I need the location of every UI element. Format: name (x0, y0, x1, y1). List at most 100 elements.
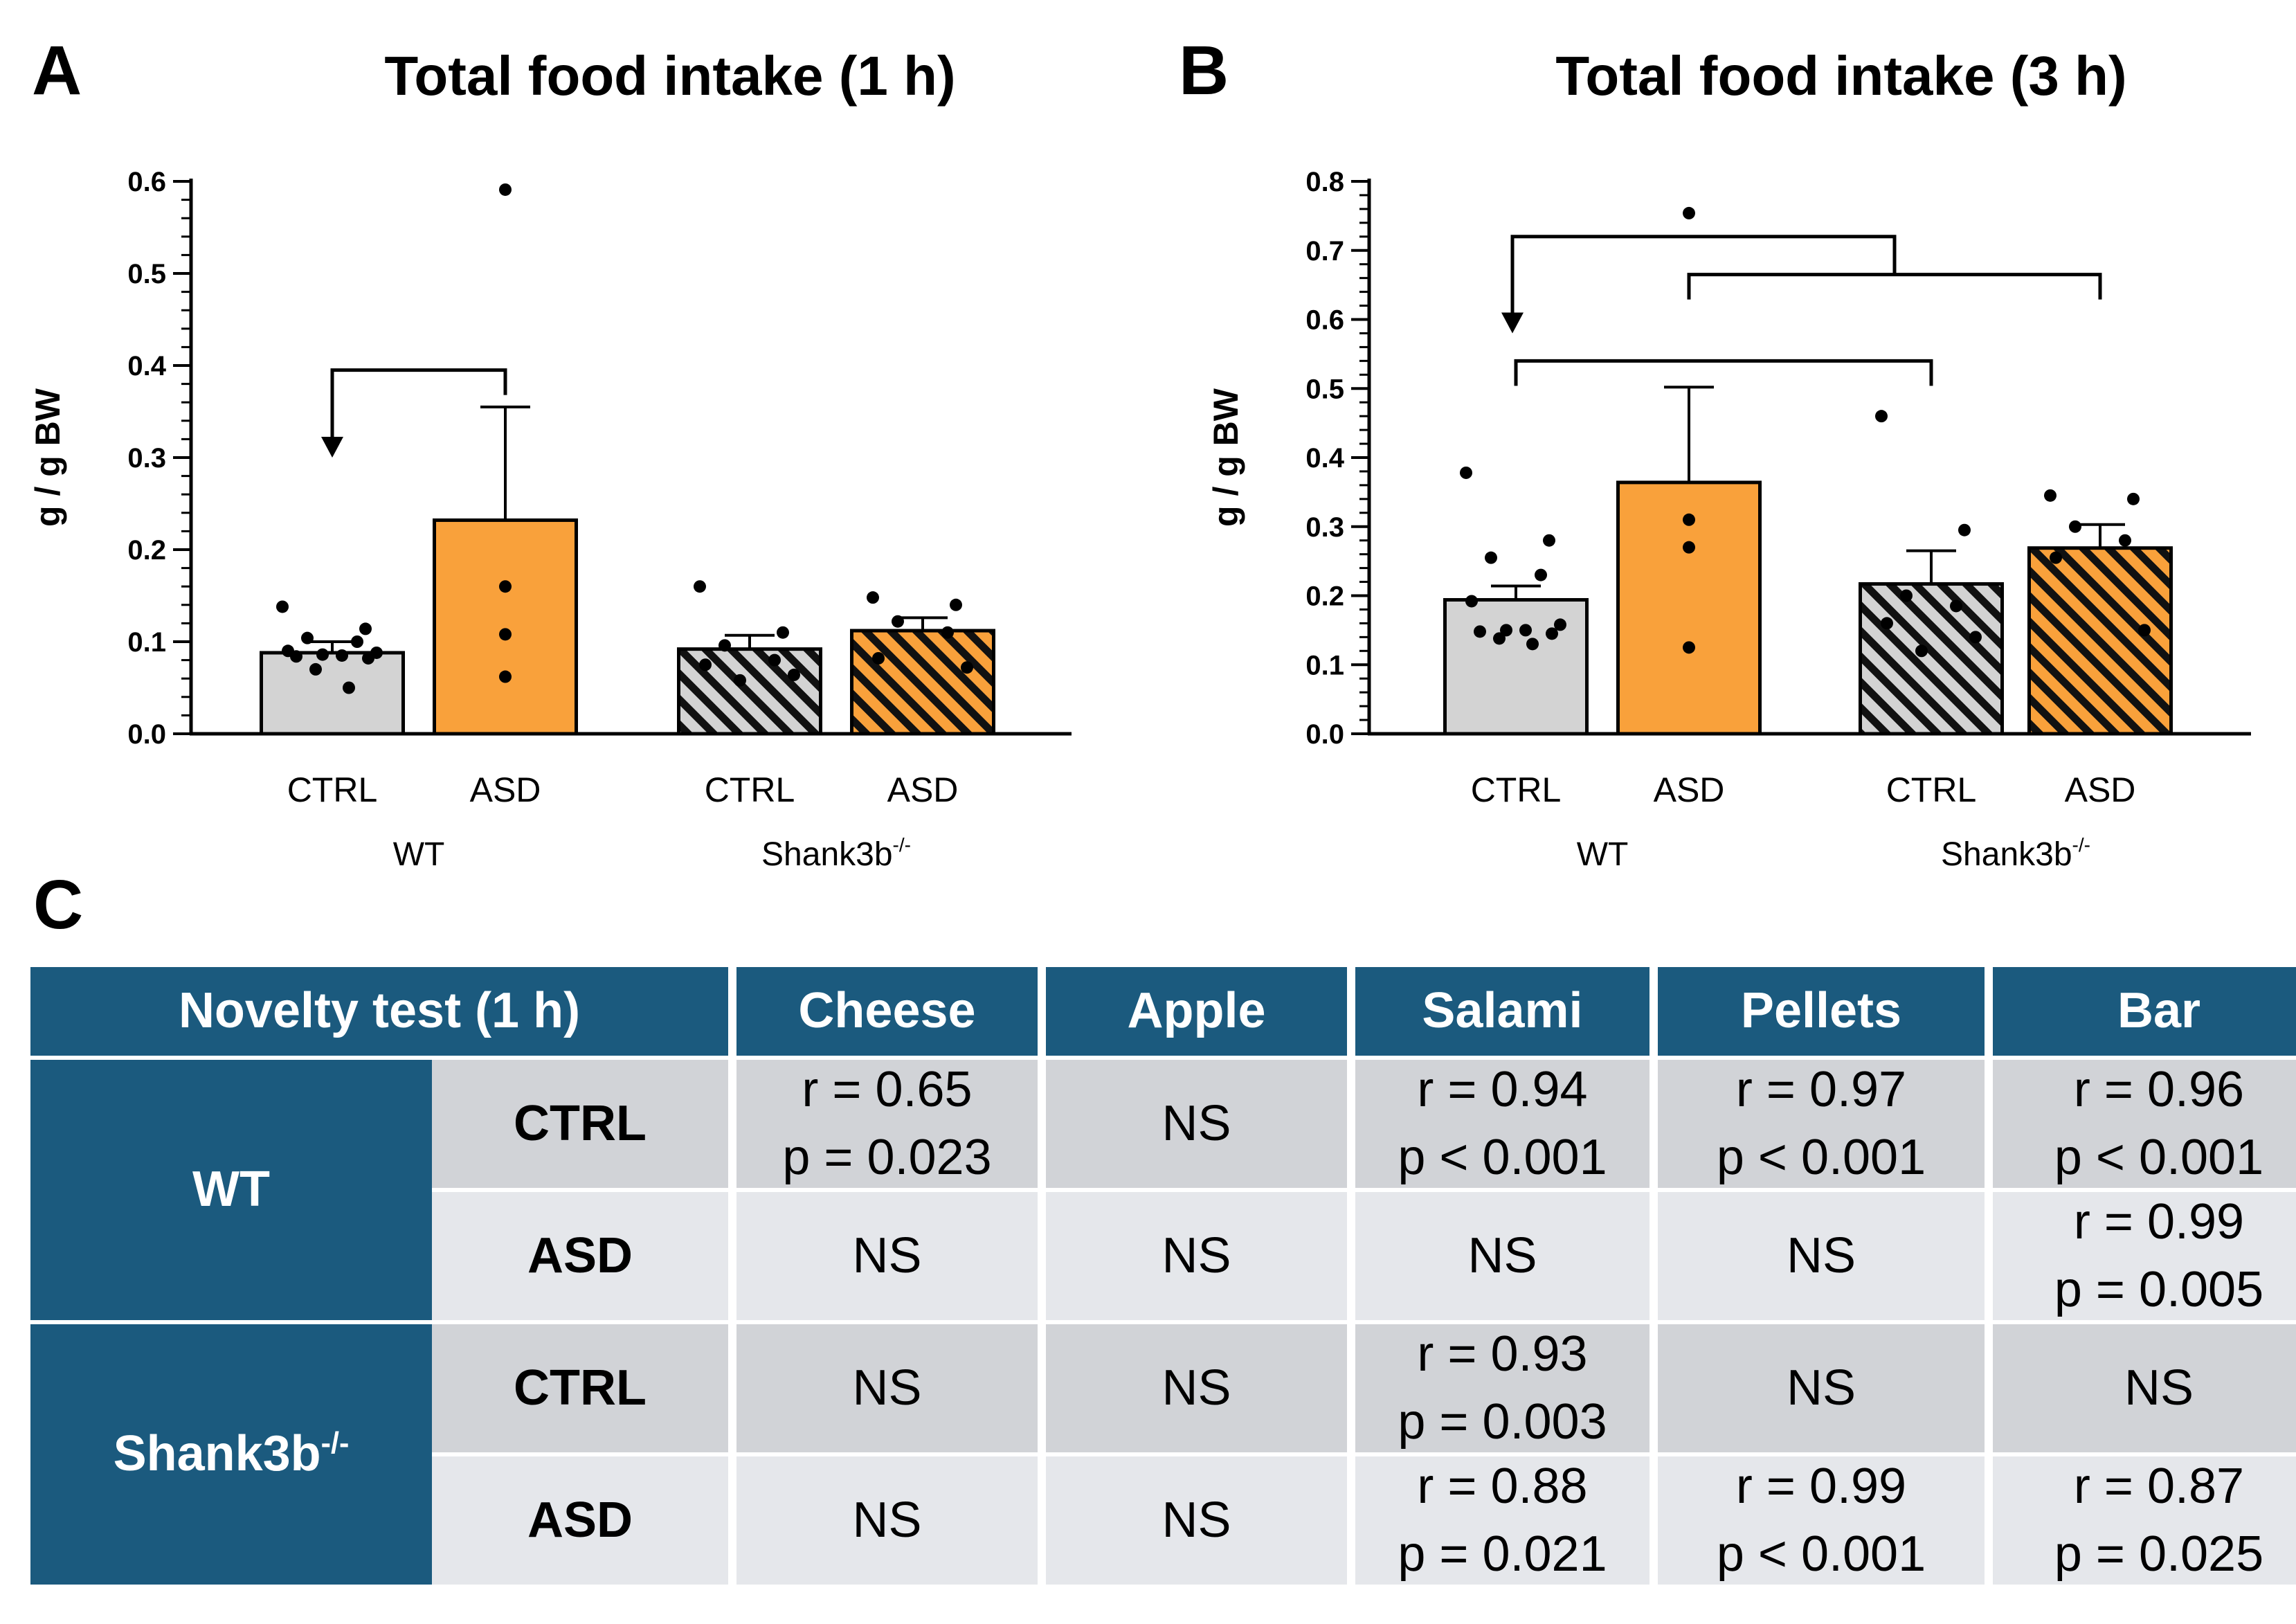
chart0-data-point (699, 658, 712, 671)
chart0-data-point (309, 662, 322, 676)
table-group-wt-text: WT (192, 1162, 270, 1218)
table-group-shank3b: Shank3b-/- (30, 1324, 432, 1585)
chart0-category-label: ASD (470, 770, 541, 809)
chart1-data-point (1493, 632, 1506, 645)
chart0-ytick-label: 0.4 (127, 351, 166, 381)
table-cell-line: NS (852, 1492, 922, 1548)
table-cell-line: r = 0.99 (2073, 1194, 2245, 1250)
chart1-group-label: Shank3b-/- (1941, 834, 2090, 873)
chart0-ytick-label: 0.3 (127, 443, 166, 473)
table-cell-r0-c0: r = 0.65 p = 0.023 (736, 1060, 1038, 1188)
table-cell-line: NS (1161, 1095, 1231, 1151)
chart0-ytick-label: 0.5 (127, 259, 166, 289)
chart0-data-point (362, 651, 374, 665)
table-cell-line: p = 0.021 (1398, 1526, 1607, 1582)
chart0-data-point (336, 649, 348, 662)
chart1-category-label: ASD (2065, 770, 2136, 809)
chart0-data-point (777, 626, 789, 639)
table-group-shank3b-sup: -/- (320, 1427, 350, 1461)
chart0-group-label: WT (393, 836, 445, 873)
chart1-data-point (2127, 492, 2140, 505)
chart0-group-label-text: WT (393, 836, 445, 873)
chart1-ytick-label: 0.7 (1305, 236, 1344, 267)
table-row-0-sublabel: CTRL (432, 1060, 728, 1188)
table-cell-r1-c4: r = 0.99 p = 0.005 (1993, 1192, 2296, 1320)
table-cell-r1-c2: NS (1355, 1192, 1649, 1320)
chart0-data-point (768, 653, 781, 667)
table-cell-r0-c2: r = 0.94 p < 0.001 (1355, 1060, 1649, 1188)
table-cell-line: p = 0.023 (782, 1129, 992, 1185)
chart0-data-point (290, 650, 302, 663)
chart0-annotation-arrowhead (321, 437, 343, 458)
table-cell-r0-c1: NS (1046, 1060, 1347, 1188)
chart0-group-label-text: Shank3b (761, 836, 893, 873)
chart1-annotation-bracket-arrow (1510, 235, 1897, 318)
table-cell-r2-c2: r = 0.93 p = 0.003 (1355, 1324, 1649, 1452)
chart1-data-point (1519, 624, 1532, 637)
table-cell-line: r = 0.87 (2073, 1459, 2245, 1515)
chart1-group-label-text: Shank3b (1941, 836, 2072, 873)
chart1-data-point (1460, 466, 1472, 479)
chart1-data-point (1526, 638, 1539, 651)
chart0-bar (433, 518, 578, 736)
chart-b-total-food-intake-3h: Total food intake (3 h) g / g BW 0.0 0.1 0.2… (1206, 45, 2251, 873)
chart0-data-point (718, 639, 731, 652)
table-cell-line: NS (852, 1360, 922, 1416)
table-group-wt: WT (30, 1060, 432, 1320)
chart1-data-point (2138, 624, 2151, 637)
chart0-bar (850, 629, 995, 736)
chart0-category-label: CTRL (287, 770, 378, 809)
chart0-title: Total food intake (1 h) (384, 45, 955, 107)
chart1-ytick-label: 0.8 (1305, 167, 1344, 197)
table-cell-r0-c4: r = 0.96 p < 0.001 (1993, 1060, 2296, 1188)
chart1-ytick-label: 0.4 (1305, 443, 1344, 473)
chart1-category-label: ASD (1654, 770, 1725, 809)
chart0-data-point (499, 670, 512, 683)
panel-label-b: B (1179, 32, 1229, 109)
table-cell-line: NS (1786, 1360, 1856, 1416)
table-cell-line: NS (1161, 1227, 1231, 1283)
chart0-category-label: ASD (887, 770, 959, 809)
table-cell-line: NS (2124, 1360, 2194, 1416)
chart1-ytick-label: 0.2 (1305, 581, 1344, 612)
chart1-annotation-bracket (1514, 359, 1933, 386)
chart1-annotation-arrowhead (1501, 312, 1524, 334)
table-cell-r1-c3: NS (1658, 1192, 1985, 1320)
table-cell-line: p = 0.003 (1398, 1393, 1607, 1450)
chart1-category-label: CTRL (1471, 770, 1562, 809)
chart1-data-point (1900, 589, 1913, 602)
chart1-annotation-bracket (1687, 273, 2102, 300)
chart1-data-point (1683, 513, 1695, 526)
panel-label-c: C (33, 866, 84, 944)
chart0-data-point (343, 681, 355, 694)
chart0-ylabel: g / g BW (28, 388, 67, 527)
table-cell-r1-c1: NS (1046, 1192, 1347, 1320)
table-cell-r2-c1: NS (1046, 1324, 1347, 1452)
chart0-data-point (276, 600, 289, 613)
chart1-bar (1859, 582, 2004, 736)
chart1-data-point (1950, 599, 1962, 613)
table-cell-r2-c0: NS (736, 1324, 1038, 1452)
chart0-data-point (499, 183, 512, 196)
table-cell-line: p < 0.001 (1716, 1526, 1926, 1582)
chart1-data-point (1915, 644, 1928, 658)
chart0-ytick-label: 0.1 (127, 627, 166, 658)
chart1-ytick-label: 0.6 (1305, 305, 1344, 336)
chart0-data-point (351, 635, 363, 648)
chart1-category-label: CTRL (1886, 770, 1977, 809)
table-cell-line: p = 0.005 (2054, 1261, 2264, 1317)
chart1-data-point (1969, 631, 1982, 644)
table-cell-line: r = 0.93 (1417, 1326, 1588, 1382)
table-cell-line: r = 0.96 (2073, 1062, 2245, 1118)
chart1-group-label-text: WT (1577, 836, 1629, 873)
chart1-title: Total food intake (3 h) (1555, 45, 2126, 107)
chart1-data-point (1875, 410, 1888, 423)
table-cell-line: p < 0.001 (1716, 1129, 1926, 1185)
table-cell-r3-c0: NS (736, 1456, 1038, 1585)
chart1-ytick-label: 0.0 (1305, 719, 1344, 750)
table-cell-line: r = 0.99 (1735, 1459, 1907, 1515)
chart0-data-point (867, 591, 879, 604)
chart0-ytick-label: 0.2 (127, 535, 166, 566)
chart1-data-point (1485, 551, 1497, 564)
table-cell-r1-c0: NS (736, 1192, 1038, 1320)
